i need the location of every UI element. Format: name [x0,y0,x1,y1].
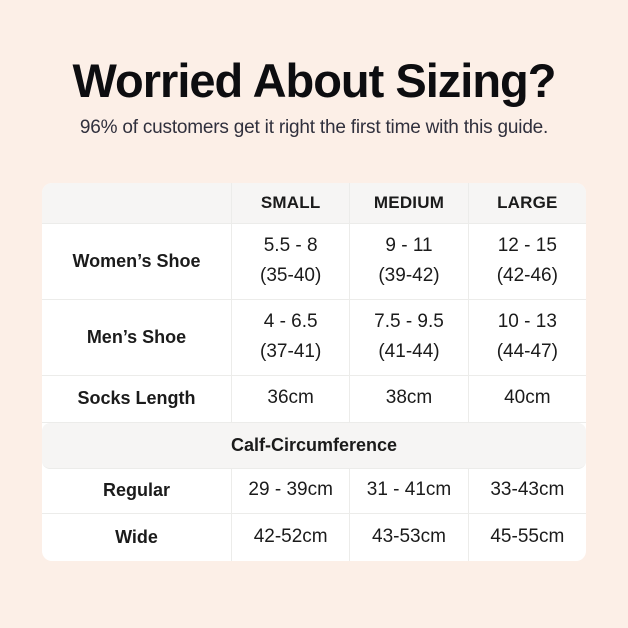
row-label: Wide [42,513,232,561]
row-calf-regular: Regular 29 - 39cm 31 - 41cm 33-43cm [42,468,586,514]
cell-mens-large: 10 - 13 (44-47) [496,310,558,363]
row-socks-length: Socks Length 36cm 38cm 40cm [42,375,586,423]
section-header-label: Calf-Circumference [230,434,398,455]
row-label: Socks Length [42,375,232,422]
cell-wide-medium: 43-53cm [350,513,469,561]
table-header-row: SMALL MEDIUM LARGE [42,182,586,224]
sizing-guide-page: Worried About Sizing? 96% of customers g… [42,54,586,561]
col-header-large: LARGE [497,193,558,213]
cell-socks-large: 40cm [504,387,551,409]
section-header-calf-circumference: Calf-Circumference [42,422,586,469]
cell-regular-medium: 31 - 41cm [350,468,469,513]
cell-wide-large: 45-55cm [490,525,565,547]
row-label: Regular [42,468,232,513]
cell-womens-large: 12 - 15 (42-46) [496,234,558,287]
row-womens-shoe: Women’s Shoe 5.5 - 8 (35-40) 9 - 11 (39-… [42,223,586,300]
col-header-medium: MEDIUM [350,182,469,223]
col-header-blank [42,182,232,223]
cell-wide-small: 42-52cm [232,513,351,561]
cell-womens-small: 5.5 - 8 (35-40) [232,223,351,299]
cell-regular-small: 29 - 39cm [232,468,351,513]
page-subtitle: 96% of customers get it right the first … [79,117,549,139]
cell-regular-large: 33-43cm [490,479,565,501]
row-calf-wide: Wide 42-52cm 43-53cm 45-55cm [42,513,586,561]
row-mens-shoe: Men’s Shoe 4 - 6.5 (37-41) 7.5 - 9.5 (41… [42,299,586,376]
cell-mens-medium: 7.5 - 9.5 (41-44) [350,299,469,375]
row-label: Women’s Shoe [42,223,232,299]
cell-womens-medium: 9 - 11 (39-42) [350,223,469,299]
cell-socks-small: 36cm [232,375,351,422]
col-header-small: SMALL [232,182,351,223]
row-label: Men’s Shoe [42,299,232,375]
size-table: SMALL MEDIUM LARGE Women’s Shoe 5.5 - 8 … [42,182,586,561]
cell-socks-medium: 38cm [350,375,469,422]
cell-mens-small: 4 - 6.5 (37-41) [232,299,351,375]
page-title: Worried About Sizing? [72,54,557,107]
